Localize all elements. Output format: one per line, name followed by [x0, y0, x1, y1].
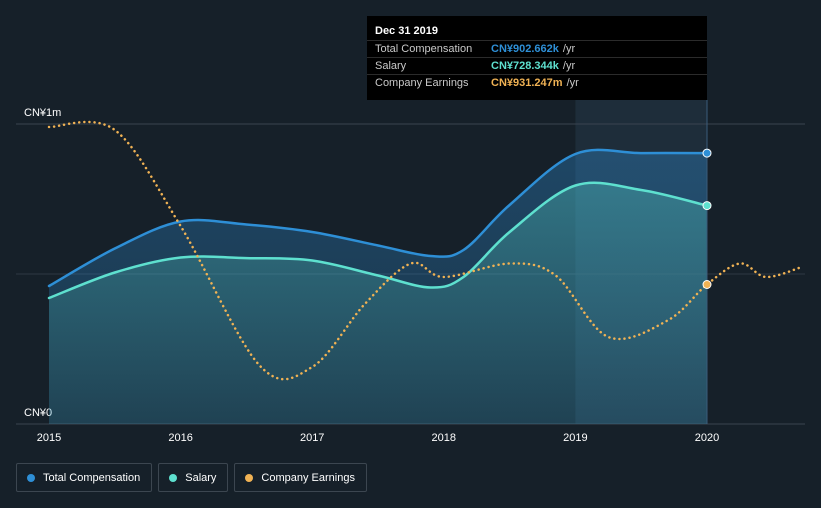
- tooltip-row-salary: Salary CN¥728.344k/yr: [367, 57, 707, 74]
- tooltip-label: Company Earnings: [375, 77, 469, 89]
- chart-legend: Total Compensation Salary Company Earnin…: [16, 463, 367, 492]
- x-tick-label: 2019: [563, 432, 587, 444]
- tooltip-row-total-compensation: Total Compensation CN¥902.662k/yr: [367, 40, 707, 57]
- legend-dot-icon: [169, 473, 178, 482]
- tooltip-value: CN¥902.662k/yr: [491, 43, 576, 55]
- tooltip-row-company-earnings: Company Earnings CN¥931.247m/yr: [367, 74, 707, 91]
- marker-salary: [702, 201, 712, 211]
- tooltip-value: CN¥728.344k/yr: [491, 60, 576, 72]
- marker-total-compensation: [702, 148, 712, 158]
- y-tick-label: CN¥0: [24, 407, 52, 419]
- series-line-company-earnings: [47, 120, 805, 381]
- y-tick-label: CN¥1m: [24, 107, 61, 119]
- legend-label: Company Earnings: [261, 471, 355, 484]
- legend-label: Salary: [185, 471, 217, 484]
- marker-company-earnings: [702, 280, 712, 289]
- legend-label: Total Compensation: [43, 471, 141, 484]
- x-tick-label: 2017: [300, 432, 324, 444]
- x-tick-label: 2016: [168, 432, 192, 444]
- area-salary: [49, 182, 707, 424]
- tooltip-title: Dec 31 2019: [375, 25, 438, 37]
- legend-item-total-compensation[interactable]: Total Compensation: [16, 463, 153, 492]
- x-tick-label: 2020: [695, 432, 719, 444]
- x-tick-label: 2015: [37, 432, 61, 444]
- legend-dot-icon: [27, 473, 35, 482]
- legend-dot-icon: [245, 473, 254, 482]
- tooltip-value: CN¥931.247m/yr: [491, 77, 579, 89]
- chart-tooltip: Dec 31 2019 Total Compensation CN¥902.66…: [367, 16, 707, 100]
- series-line-total-compensation: [47, 148, 709, 288]
- legend-item-company-earnings[interactable]: Company Earnings: [234, 463, 367, 492]
- series-line-salary: [47, 181, 709, 300]
- legend-item-salary[interactable]: Salary: [158, 463, 229, 492]
- tooltip-label: Salary: [375, 60, 407, 72]
- x-tick-label: 2018: [432, 432, 456, 444]
- tooltip-label: Total Compensation: [375, 43, 473, 55]
